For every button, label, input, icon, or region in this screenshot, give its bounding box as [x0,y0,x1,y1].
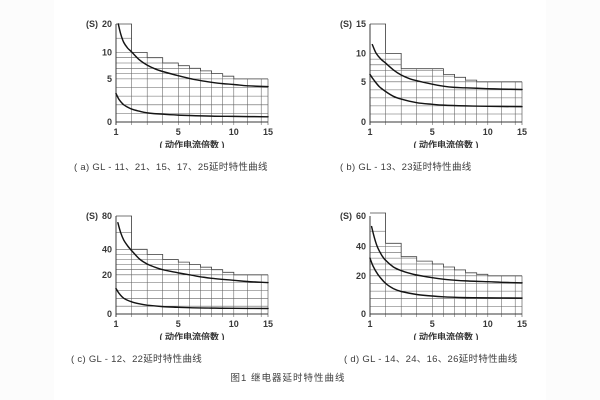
grid-lines [370,213,523,317]
svg-text:(S): (S) [86,211,98,221]
svg-text:0: 0 [361,309,366,319]
svg-text:( 动作电流倍数 ): ( 动作电流倍数 ) [414,331,479,340]
svg-text:10: 10 [483,319,493,329]
svg-text:( 动作电流倍数 ): ( 动作电流倍数 ) [414,139,479,148]
chart-caption-d: ( d) GL - 14、24、16、26延时特性曲线 [344,354,518,365]
svg-text:15: 15 [517,319,527,329]
svg-text:5: 5 [430,127,435,137]
svg-text:5: 5 [361,77,366,87]
axes [369,216,522,317]
svg-text:15: 15 [263,127,273,137]
svg-text:40: 40 [356,242,366,252]
characteristic-curves [369,43,523,108]
svg-text:1: 1 [113,319,118,329]
svg-text:15: 15 [356,19,366,29]
tolerance-envelope [370,23,522,83]
svg-text:5: 5 [176,319,181,329]
figure-title: 图1 继电器延时特性曲线 [230,373,346,384]
svg-text:( 动作电流倍数 ): ( 动作电流倍数 ) [160,331,225,340]
svg-text:10: 10 [356,49,366,59]
svg-text:5: 5 [107,74,112,84]
grid-lines [116,24,269,125]
svg-text:10: 10 [229,127,239,137]
svg-text:80: 80 [102,211,112,221]
svg-text:(S): (S) [340,19,352,29]
svg-text:10: 10 [229,319,239,329]
characteristic-curves [369,225,523,299]
chart-caption-c: ( c) GL - 12、22延时特性曲线 [71,354,203,365]
svg-text:5: 5 [176,127,181,137]
svg-text:10: 10 [102,48,112,58]
characteristic-curves [115,23,269,118]
chart-block-d: 1 5 10 15 0 20 40 60 (S)( 动作电流倍数 ) ( d) GL - 14、… [312,200,564,365]
svg-text:(S): (S) [86,19,98,29]
svg-text:0: 0 [107,117,112,127]
svg-text:5: 5 [430,319,435,329]
tolerance-envelope [370,212,522,277]
svg-text:20: 20 [356,271,366,281]
svg-text:40: 40 [102,245,112,255]
chart-caption-b: ( b) GL - 13、23延时特性曲线 [340,162,472,173]
svg-text:1: 1 [367,127,372,137]
tolerance-envelope [116,215,268,276]
chart-block-b: 1 5 10 15 0 5 10 15 (S)( 动作电流倍数 ) ( b) GL - 13、2… [312,8,564,173]
svg-text:60: 60 [356,211,366,221]
svg-text:20: 20 [102,270,112,280]
tolerance-envelope [116,23,268,80]
axes [115,24,268,125]
svg-text:20: 20 [102,19,112,29]
grid-lines [116,216,269,317]
svg-text:1: 1 [367,319,372,329]
svg-text:0: 0 [107,309,112,319]
axes [115,216,268,317]
svg-text:15: 15 [263,319,273,329]
page-background [54,0,546,400]
chart-block-c: 1 5 10 15 0 20 40 80 (S)( 动作电流倍数 ) ( c) GL - 12、… [58,200,310,365]
svg-text:( 动作电流倍数 ): ( 动作电流倍数 ) [160,139,225,148]
chart-block-a: 1 5 10 15 0 5 10 20 (S)( 动作电流倍数 ) ( a) GL - 11、2… [58,8,310,173]
svg-text:(S): (S) [340,211,352,221]
svg-text:0: 0 [361,117,366,127]
characteristic-curves [115,221,269,310]
svg-text:15: 15 [517,127,527,137]
svg-text:1: 1 [113,127,118,137]
svg-text:10: 10 [483,127,493,137]
chart-caption-a: ( a) GL - 11、21、15、17、25延时特性曲线 [74,162,268,173]
